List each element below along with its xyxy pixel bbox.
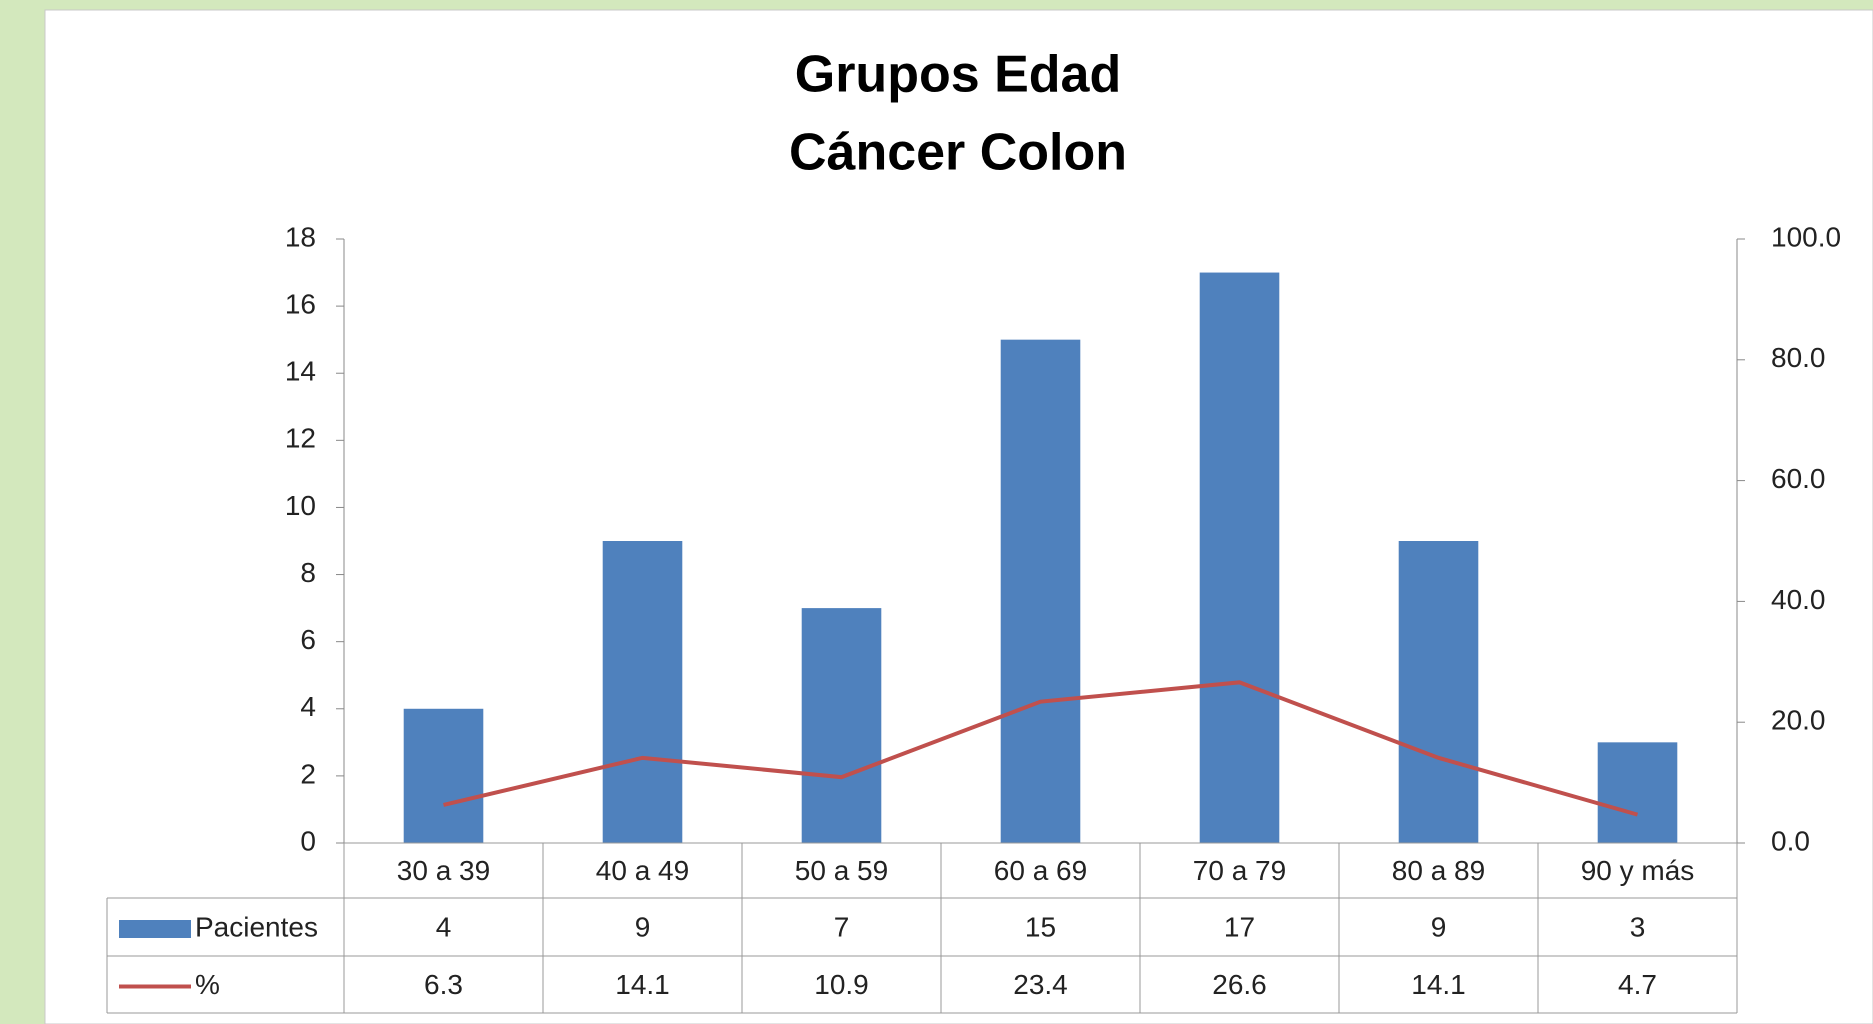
x-tick-label: 50 a 59 [795,855,888,886]
y-tick-label: 12 [285,423,316,454]
table-value: 17 [1224,911,1255,942]
x-tick-label: 40 a 49 [596,855,689,886]
bar [1000,339,1081,843]
y2-tick-label: 80.0 [1771,342,1826,373]
table-value: 9 [1431,911,1447,942]
table-value: 23.4 [1013,969,1068,1000]
table-value: 3 [1630,911,1646,942]
line [443,680,1639,817]
legend-label: % [195,969,220,1000]
y-tick-label: 8 [300,557,316,588]
y2-tick-label: 0.0 [1771,825,1810,856]
chart-title: Grupos Edad [795,46,1121,104]
y-tick-label: 2 [300,758,316,789]
chart-title: Cáncer Colon [789,124,1127,182]
table-value: 10.9 [814,969,869,1000]
table-value: 4 [436,911,452,942]
table-value: 6.3 [424,969,463,1000]
y-tick-label: 16 [285,289,316,320]
bar [403,708,484,843]
chart-area [44,9,1873,1024]
x-tick-label: 30 a 39 [397,855,490,886]
x-tick-label: 80 a 89 [1392,855,1485,886]
legend-label: Pacientes [195,911,318,942]
y-tick-label: 4 [300,691,316,722]
y-tick-label: 10 [285,490,316,521]
x-tick-label: 90 y más [1581,855,1695,886]
y-tick-label: 14 [285,356,316,387]
table-value: 7 [834,911,850,942]
y-tick-label: 0 [300,825,316,856]
bar [1398,541,1479,843]
bar [1199,272,1280,843]
table-value: 9 [635,911,651,942]
table-value: 14.1 [1411,969,1466,1000]
y-tick-label: 6 [300,624,316,655]
table-value: 4.7 [1618,969,1657,1000]
legend-key [119,920,191,938]
y2-tick-label: 100.0 [1771,221,1841,252]
bar [801,608,882,843]
bar [602,541,683,843]
bar [1597,742,1678,843]
x-tick-label: 60 a 69 [994,855,1087,886]
table-value: 14.1 [615,969,670,1000]
table-value: 26.6 [1212,969,1267,1000]
x-tick-label: 70 a 79 [1193,855,1286,886]
y2-tick-label: 40.0 [1771,584,1826,615]
table-value: 15 [1025,911,1056,942]
y-tick-label: 18 [285,221,316,252]
y2-tick-label: 60.0 [1771,463,1826,494]
y2-tick-label: 20.0 [1771,705,1826,736]
